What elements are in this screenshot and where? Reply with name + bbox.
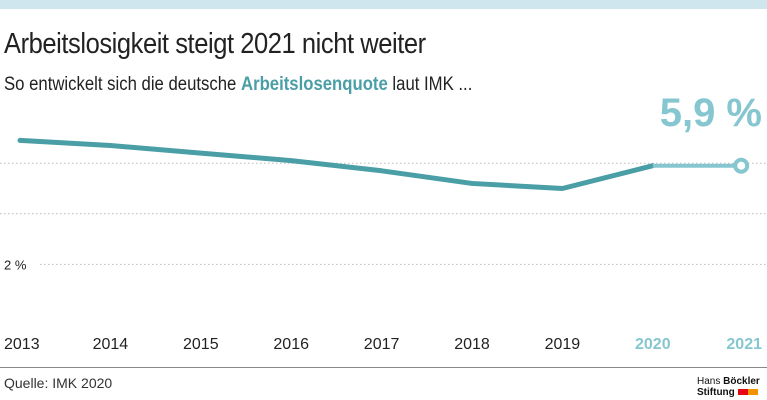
x-tick-label: 2017 bbox=[364, 336, 400, 353]
line-chart: 2 % 5,9 % 2013 2014 2015 2016 2017 2018 2019 2020… bbox=[0, 91, 767, 353]
subtitle-text: So entwickelt sich die deutsche bbox=[4, 74, 241, 95]
footer-divider bbox=[0, 367, 767, 368]
subtitle-highlight: Arbeitslosenquote bbox=[240, 74, 388, 95]
x-tick-label: 2016 bbox=[273, 336, 309, 353]
x-tick-label: 2019 bbox=[545, 336, 581, 353]
source-note: Quelle: IMK 2020 bbox=[4, 375, 113, 391]
x-tick-label: 2020 bbox=[635, 336, 671, 353]
x-tick-label: 2018 bbox=[454, 336, 490, 353]
x-tick-label: 2013 bbox=[4, 336, 40, 353]
hans-boeckler-logo: Hans Böckler Stiftung bbox=[697, 376, 760, 398]
x-tick-label: 2021 bbox=[726, 336, 762, 353]
subtitle-text-end: laut IMK ... bbox=[387, 74, 473, 95]
series-line-actual bbox=[17, 137, 656, 191]
x-tick-label: 2015 bbox=[183, 336, 219, 353]
value-annotation: 5,9 % bbox=[660, 91, 762, 135]
chart-subtitle: So entwickelt sich die deutsche Arbeitsl… bbox=[4, 74, 472, 96]
y-tick-label: 2 % bbox=[4, 257, 27, 272]
x-tick-label: 2014 bbox=[93, 336, 129, 353]
top-bar bbox=[0, 0, 767, 9]
chart-title: Arbeitslosigkeit steigt 2021 nicht weite… bbox=[4, 28, 426, 60]
data-point-2021 bbox=[733, 157, 750, 174]
